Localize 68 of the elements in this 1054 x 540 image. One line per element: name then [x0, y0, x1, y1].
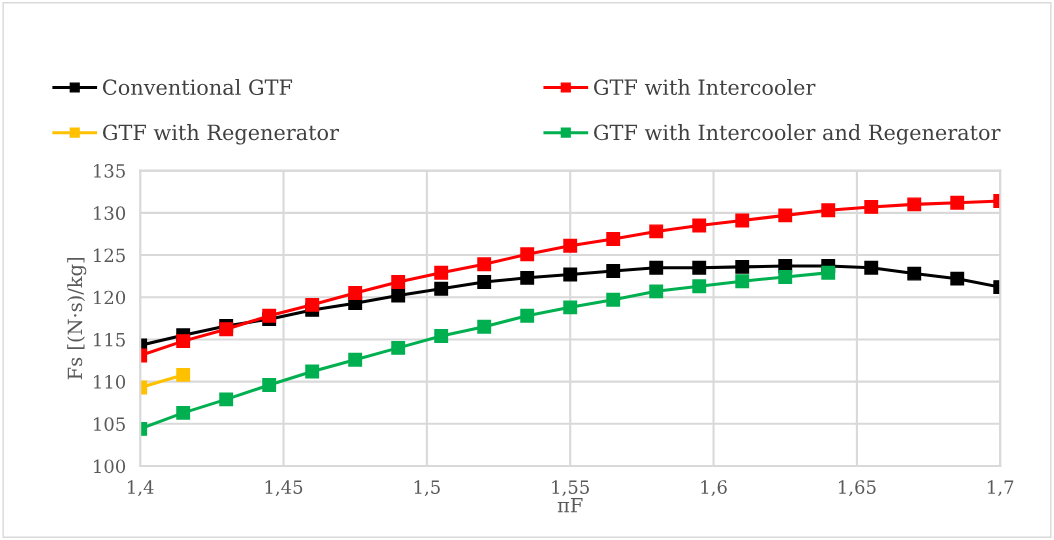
legend-label: Conventional GTF: [102, 78, 293, 96]
point: [305, 364, 320, 379]
point: [219, 322, 234, 337]
point: [907, 197, 922, 212]
x-axis-title: πF: [557, 497, 583, 513]
point: [735, 213, 750, 228]
point: [348, 286, 363, 300]
point: [434, 265, 449, 280]
point: [219, 392, 234, 407]
point: [477, 275, 492, 289]
point: [391, 340, 406, 355]
y-tick-label: 125: [94, 248, 125, 263]
y-tick-label: 105: [94, 417, 125, 431]
point: [950, 195, 965, 210]
point: [477, 257, 492, 272]
y-tick-label: 120: [94, 290, 126, 305]
legend-label: GTF with Intercooler and Regenerator: [594, 124, 1001, 145]
point: [391, 288, 406, 303]
point: [950, 271, 965, 286]
y-axis-title: Fs [(N·s)/kg]: [67, 258, 87, 380]
point: [735, 274, 750, 289]
point: [563, 238, 578, 253]
point: [864, 199, 879, 214]
x-tick-label: 1,5: [414, 480, 440, 497]
point: [606, 264, 621, 279]
point: [735, 259, 750, 274]
point: [262, 308, 277, 323]
point: [606, 232, 621, 246]
x-tick-label: 1,6: [701, 480, 727, 497]
point: [778, 208, 793, 223]
point: [907, 266, 922, 281]
point: [520, 270, 535, 285]
legend-label: GTF with Intercooler: [594, 78, 816, 96]
point: [176, 405, 191, 420]
y-tick-label: 115: [94, 332, 125, 347]
point: [434, 329, 449, 343]
legend-label: GTF with Regenerator: [102, 124, 340, 145]
point: [692, 260, 707, 275]
point: [692, 279, 707, 294]
x-tick-label: 1,4: [128, 480, 154, 497]
point: [821, 203, 836, 218]
y-tick-label: 100: [94, 459, 126, 474]
y-tick-label: 110: [94, 375, 126, 389]
point: [821, 265, 836, 280]
point: [692, 218, 707, 233]
point: [563, 300, 578, 315]
x-tick-label: 1,65: [839, 480, 876, 497]
point: [563, 267, 578, 282]
point: [864, 260, 879, 275]
point: [348, 352, 363, 367]
point: [520, 247, 535, 262]
point: [649, 260, 664, 275]
x-tick-label: 1,45: [265, 480, 303, 497]
point: [305, 297, 320, 312]
point: [391, 275, 406, 289]
point: [649, 284, 664, 299]
point: [606, 292, 621, 307]
y-tick-label: 130: [94, 206, 126, 220]
point: [262, 378, 277, 392]
point: [649, 224, 664, 239]
point: [176, 334, 191, 349]
point: [778, 270, 793, 284]
x-tick-label: 1,55: [552, 480, 589, 497]
x-tick-label: 1,7: [988, 480, 1014, 497]
y-tick-label: 135: [94, 164, 125, 178]
point: [477, 319, 492, 334]
point: [520, 308, 535, 323]
point: [434, 281, 449, 296]
